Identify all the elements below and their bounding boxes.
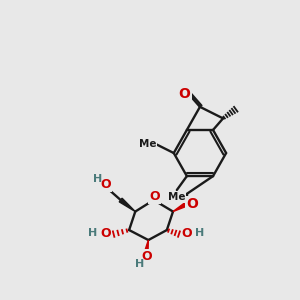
Text: Me: Me: [168, 192, 186, 202]
Text: H: H: [88, 228, 98, 238]
Text: O: O: [182, 226, 192, 240]
Polygon shape: [119, 198, 135, 212]
Text: H: H: [93, 174, 102, 184]
Polygon shape: [173, 202, 188, 211]
Text: O: O: [142, 250, 152, 263]
Text: O: O: [186, 197, 198, 211]
Text: H: H: [135, 259, 145, 269]
Text: O: O: [100, 226, 111, 240]
Text: Me: Me: [139, 139, 156, 149]
Text: H: H: [195, 228, 204, 238]
Polygon shape: [144, 240, 148, 253]
Text: O: O: [178, 87, 190, 101]
Text: O: O: [149, 190, 160, 203]
Text: O: O: [101, 178, 111, 191]
